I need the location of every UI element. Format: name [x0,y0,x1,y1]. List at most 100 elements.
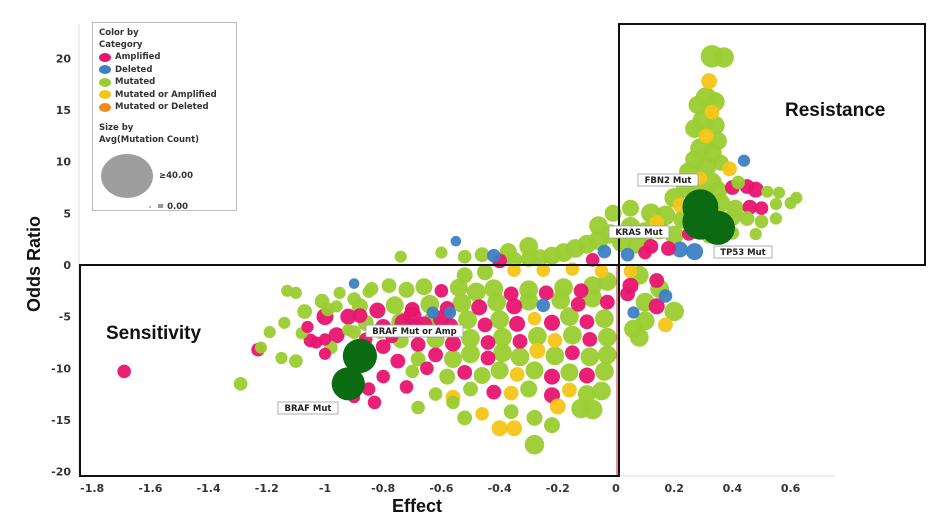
data-point-amplified [638,245,652,260]
data-point-amplified [648,298,665,315]
data-point-amplified [445,335,461,352]
callout-label: BRAF Mut [285,404,332,414]
x-tick-label: -0.8 [371,482,395,495]
data-point-mutated [444,350,462,368]
legend-item-label: Mutated or Amplified [115,89,217,100]
data-point-mutated [490,310,509,330]
data-point-mutated-or-amplified [623,264,638,279]
data-point-mutated-or-amplified [507,263,521,278]
data-point-mutated [342,324,355,337]
highlight-point [331,367,365,401]
legend-size-max: ≥40.00 [99,153,230,198]
data-point-mutated [526,409,543,426]
data-point-mutated [398,281,415,298]
data-point-mutated [493,327,512,347]
callout-label: TP53 Mut [720,248,765,258]
x-tick-label: 0.4 [723,482,743,495]
data-point-mutated [761,185,774,198]
callout-label: FBN2 Mut [645,176,692,186]
legend-swatch [99,77,111,87]
data-point-amplified [420,361,434,376]
x-axis-title: Effect [392,496,442,516]
data-point-mutated-or-amplified [475,407,489,421]
data-point-mutated [463,381,478,397]
data-point-mutated [452,293,472,313]
legend-size-min-label: = 0.00 [157,201,189,212]
data-point-amplified [573,283,589,299]
data-point-deleted [536,298,551,313]
data-point-mutated-or-amplified [722,161,737,177]
data-point-amplified [301,320,314,334]
data-point-mutated [461,328,480,348]
legend-swatch [99,65,111,75]
data-point-mutated-or-amplified [701,73,718,90]
data-point-mutated [466,282,486,302]
callout-box [365,324,464,338]
callout-box [637,173,699,187]
data-point-deleted [487,248,501,263]
data-point-amplified [570,296,586,312]
data-point-mutated [520,380,538,398]
data-point-amplified [404,302,420,317]
data-point-amplified [318,347,332,360]
data-point-mutated [333,286,346,299]
x-tick-label: -0.4 [488,482,512,495]
legend-item-amplified: Amplified [99,51,230,64]
legend-size-min-circle [149,205,151,208]
data-point-mutated [439,368,456,385]
y-tick-label: 15 [56,104,71,117]
data-point-mutated-or-amplified [547,333,563,348]
data-point-amplified [457,365,473,380]
data-point-mutated [622,199,639,217]
y-tick-label: -10 [51,362,71,375]
data-point-amplified [369,302,386,319]
y-axis-title: Odds Ratio [24,216,44,312]
x-tick-label: -1.6 [138,482,162,495]
data-point-amplified [661,241,676,256]
legend: Color by Category Amplified Deleted Mutate… [92,22,237,212]
data-point-mutated [428,387,443,401]
data-point-mutated [362,285,375,298]
callouts-layer: FBN2 Mut KRAS Mut TP53 Mut BRAF Mut or Amp B… [277,173,773,415]
data-point-amplified [399,380,414,394]
data-point-deleted [672,241,688,258]
data-point-mutated [731,175,745,190]
x-tick-label: -0.2 [546,482,570,495]
y-tick-label: 5 [63,207,71,220]
y-tick-label: 20 [56,52,72,65]
data-point-mutated [551,290,571,310]
data-point-deleted [620,247,635,262]
data-point-amplified [578,367,595,384]
data-point-deleted [444,306,457,319]
legend-item-label: Deleted [115,64,153,75]
callout-kras-mut: KRAS Mut [608,225,670,239]
callout-box [713,245,773,259]
data-point-mutated [385,296,404,315]
data-point-mutated [233,377,248,391]
data-point-mutated [595,362,614,381]
data-point-amplified [754,201,769,215]
data-point-amplified [506,298,523,315]
data-point-mutated [769,212,783,225]
data-point-deleted [658,289,673,303]
data-point-mutated [772,186,786,199]
data-point-mutated [685,150,704,170]
x-tick-label: 0 [612,482,620,495]
legend-size-max-label: ≥40.00 [159,170,194,181]
legend-item-mutated: Mutated [99,76,230,89]
data-point-mutated [457,249,472,264]
data-point-amplified [310,336,323,349]
highlight-point [700,210,736,245]
data-point-amplified [477,317,493,333]
callout-braf-mut-or-amp: BRAF Mut or Amp [365,324,464,338]
data-point-deleted [686,243,704,261]
data-point-mutated [597,327,617,347]
data-point-amplified [376,369,391,384]
data-point-amplified [361,382,376,396]
data-point-mutated [381,278,397,294]
data-point-amplified [503,286,519,302]
data-point-mutated-or-amplified [491,420,508,437]
data-point-mutated [769,198,783,211]
data-point-mutated [754,214,769,229]
data-point-amplified [579,314,595,330]
